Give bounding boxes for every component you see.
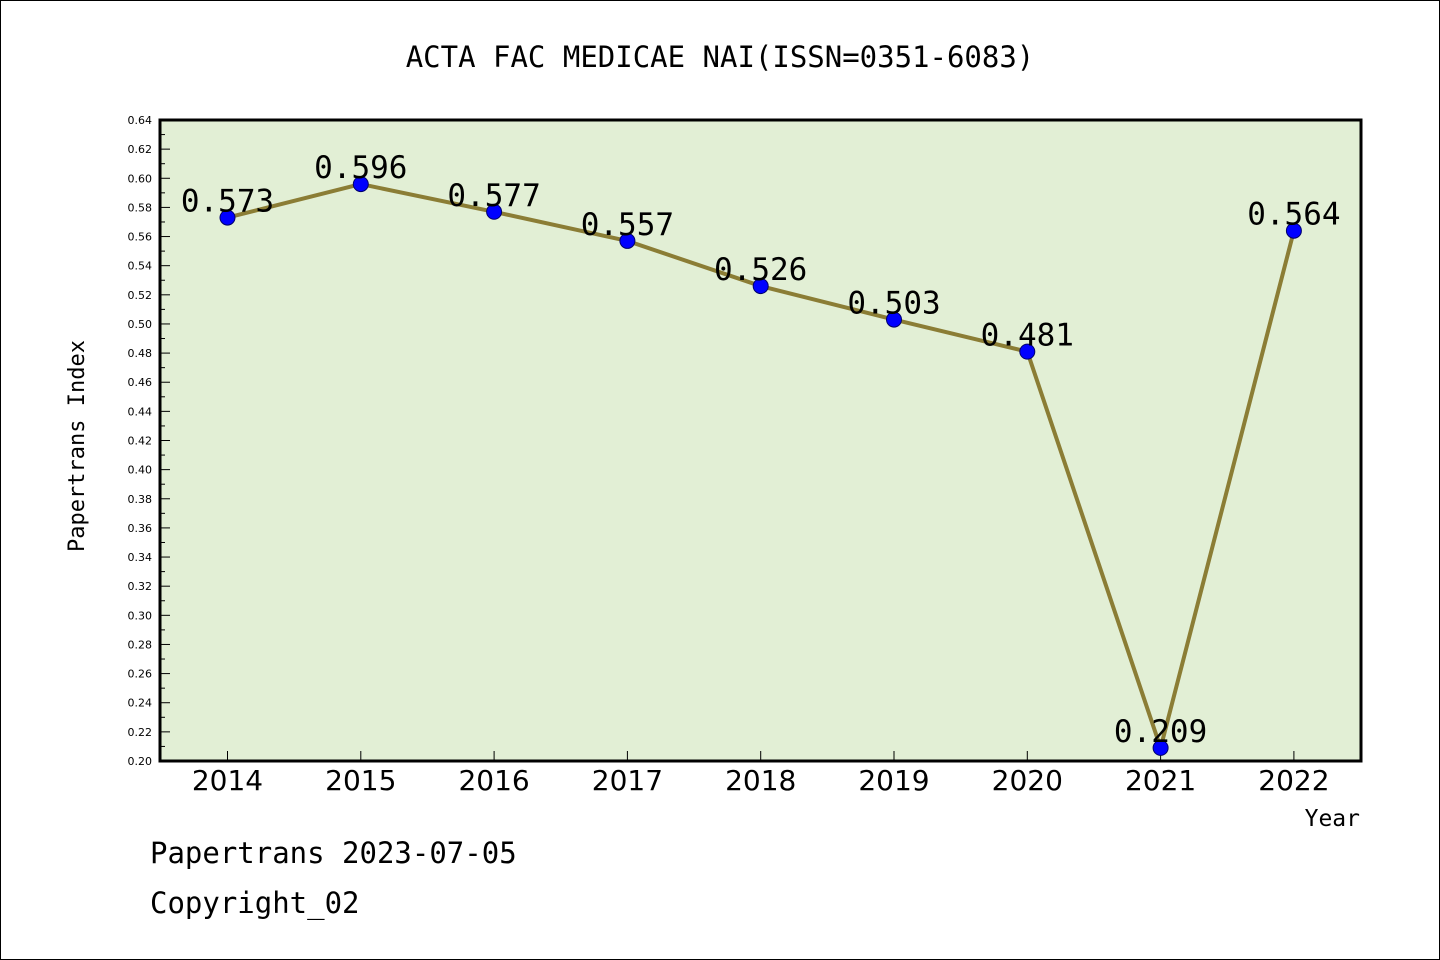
data-label: 0.596 — [314, 150, 407, 186]
data-label-layer: 0.573 0.596 0.577 0.557 0.526 0.503 0.481 0.209… — [181, 150, 1341, 750]
data-label: 0.526 — [714, 252, 807, 288]
data-label: 0.577 — [447, 178, 540, 214]
data-point — [752, 278, 769, 295]
x-tick-label: 2016 — [458, 764, 529, 797]
y-tick-label: 0.30 — [128, 609, 153, 622]
data-label: 0.557 — [581, 207, 674, 243]
x-tick-label: 2014 — [192, 764, 263, 797]
y-tick-label: 0.22 — [128, 726, 153, 739]
data-point — [1152, 739, 1169, 756]
y-tick-label: 0.62 — [128, 143, 153, 156]
series-layer — [219, 176, 1302, 756]
x-tick-label: 2021 — [1125, 764, 1196, 797]
y-tick-label: 0.60 — [128, 172, 153, 185]
y-tick-label: 0.44 — [128, 405, 153, 418]
x-tick-label: 2019 — [858, 764, 929, 797]
x-axis-ticks: 2014 2015 2016 2017 2018 2019 2020 2021 2022 — [192, 751, 1330, 797]
data-point — [1019, 343, 1036, 360]
y-tick-label: 0.50 — [128, 318, 153, 331]
y-tick-label: 0.54 — [128, 260, 153, 273]
x-tick-label: 2022 — [1258, 764, 1329, 797]
plot-area — [158, 118, 1363, 763]
footer-copyright-text: Copyright_02 — [150, 886, 360, 920]
y-tick-label: 0.38 — [128, 493, 153, 506]
y-tick-label: 0.64 — [128, 114, 153, 127]
data-point — [219, 209, 236, 226]
y-tick-label: 0.56 — [128, 231, 153, 244]
x-tick-label: 2020 — [992, 764, 1063, 797]
y-tick-label: 0.28 — [128, 638, 153, 651]
data-point — [886, 311, 902, 328]
data-label: 0.503 — [847, 286, 940, 322]
y-tick-label: 0.36 — [128, 522, 153, 535]
footer-date-text: Papertrans 2023-07-05 — [150, 836, 517, 870]
y-tick-label: 0.34 — [128, 551, 153, 564]
data-point — [352, 176, 369, 193]
y-tick-label: 0.20 — [128, 755, 153, 768]
y-tick-label: 0.58 — [128, 201, 153, 214]
data-point — [619, 232, 636, 249]
y-tick-label: 0.48 — [128, 347, 153, 360]
y-axis-ticks: 0.20 0.22 0.24 0.26 0.28 0.30 0.32 0.34 0.36 0.38… — [128, 114, 170, 768]
data-label: 0.564 — [1247, 197, 1340, 233]
x-tick-label: 2018 — [725, 764, 796, 797]
y-tick-label: 0.52 — [128, 289, 153, 302]
x-axis-title: Year — [1305, 806, 1360, 832]
y-tick-label: 0.46 — [128, 376, 153, 389]
x-tick-label: 2015 — [325, 764, 396, 797]
y-tick-label: 0.32 — [128, 580, 153, 593]
data-label: 0.481 — [981, 318, 1074, 354]
y-tick-label: 0.40 — [128, 464, 153, 477]
data-point — [1285, 222, 1302, 239]
y-axis-title: Papertrans Index — [65, 340, 90, 552]
y-tick-label: 0.26 — [128, 668, 153, 681]
data-label: 0.209 — [1114, 714, 1207, 750]
y-tick-label: 0.24 — [128, 697, 153, 710]
chart-title: ACTA FAC MEDICAE NAI(ISSN=0351-6083) — [406, 40, 1035, 74]
data-label: 0.573 — [181, 184, 274, 220]
x-tick-label: 2017 — [592, 764, 663, 797]
y-tick-label: 0.42 — [128, 435, 153, 448]
data-point — [486, 203, 503, 220]
